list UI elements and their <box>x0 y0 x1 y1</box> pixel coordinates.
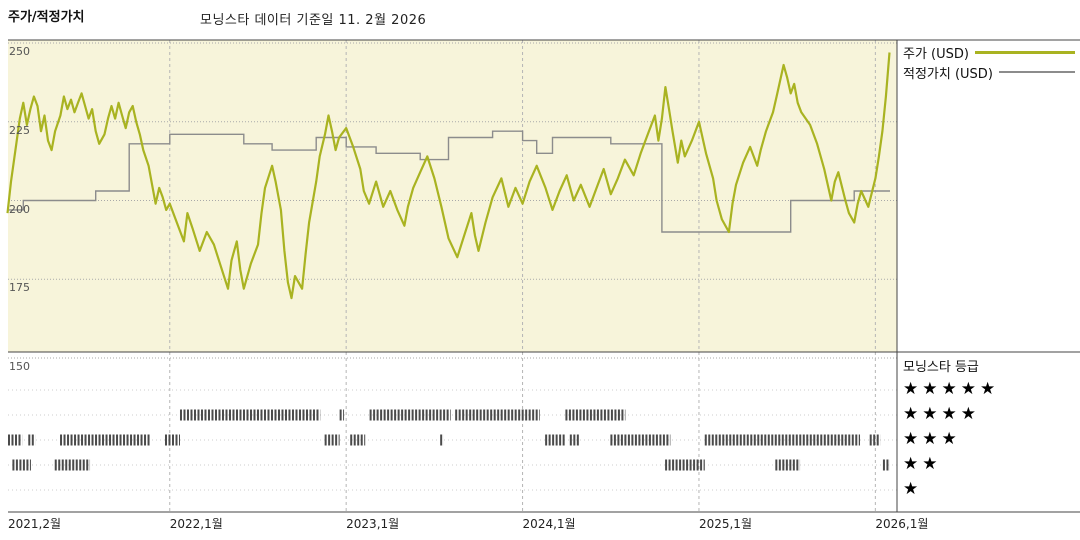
y-axis-tick-label: 250 <box>9 45 30 58</box>
y-axis-tick-label: 175 <box>9 281 30 295</box>
legend-fair-value-row: 적정가치 (USD) <box>903 63 1075 82</box>
price-line <box>6 52 891 300</box>
y-axis-tick-label: 150 <box>9 360 30 373</box>
y-axis-tick-label: 200 <box>9 202 30 216</box>
rating-star-row-5: ★★★★★ <box>903 379 1000 399</box>
rating-star-row-1: ★ <box>903 479 923 499</box>
rating-panel-title: 모닝스타 등급 <box>903 360 979 375</box>
rating-star-row-2: ★★ <box>903 454 942 474</box>
x-axis-tick-label: 2023,1월 <box>346 517 400 531</box>
legend-fair-value-label: 적정가치 (USD) <box>903 66 993 82</box>
fair-value-line-swatch <box>998 71 1075 73</box>
x-axis-tick-label: 2021,2월 <box>8 517 62 531</box>
x-axis-tick-label: 2025,1월 <box>698 517 752 531</box>
rating-star-row-3: ★★★ <box>903 429 961 449</box>
fair-value-line <box>7 130 890 233</box>
y-axis-tick-label: 225 <box>9 123 30 137</box>
price-area-background <box>8 40 897 352</box>
legend-price-label: 주가 (USD) <box>903 46 969 62</box>
x-axis-tick-label: 2022,1월 <box>169 517 223 531</box>
price-line-swatch <box>974 50 1075 54</box>
legend-price-row: 주가 (USD) <box>903 43 1075 62</box>
page-title: 주가/적정가치 <box>8 10 85 25</box>
chart-subtitle: 모닝스타 데이터 기준일 11. 2월 2026 <box>200 13 427 28</box>
rating-star-row-4: ★★★★ <box>903 404 980 424</box>
x-axis-tick-label: 2026,1월 <box>875 517 929 531</box>
x-axis-tick-label: 2024,1월 <box>522 517 576 531</box>
